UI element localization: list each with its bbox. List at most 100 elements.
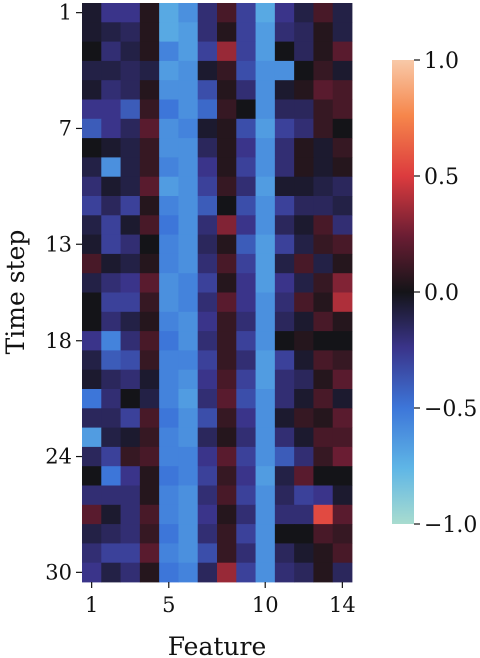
- heatmap-cell: [236, 427, 256, 448]
- heatmap-cell: [332, 311, 353, 332]
- heatmap-cell: [236, 350, 256, 371]
- heatmap-cell: [332, 331, 353, 351]
- heatmap-cell: [178, 176, 199, 197]
- heatmap-cell: [139, 138, 160, 158]
- heatmap-cell: [197, 350, 218, 371]
- y-tick-label: 24: [45, 445, 72, 469]
- heatmap-cell: [294, 234, 314, 255]
- heatmap-cell: [82, 427, 102, 448]
- heatmap-cell: [313, 60, 334, 81]
- heatmap-cell: [120, 350, 141, 371]
- heatmap-cell: [197, 273, 218, 293]
- heatmap-cell: [120, 118, 141, 139]
- x-tick-label: 5: [162, 593, 175, 617]
- heatmap-cell: [313, 3, 334, 23]
- colorbar-tick-label: 0.5: [424, 165, 459, 190]
- heatmap-cell: [139, 408, 160, 428]
- heatmap-cell: [313, 196, 334, 216]
- heatmap-cell: [159, 41, 179, 62]
- heatmap-cell: [159, 389, 179, 409]
- heatmap-cell: [159, 524, 179, 544]
- heatmap-cell: [159, 118, 179, 139]
- heatmap-cell: [332, 157, 353, 178]
- heatmap-cell: [236, 543, 256, 564]
- heatmap-cell: [120, 138, 141, 158]
- heatmap-cell: [178, 60, 199, 81]
- heatmap-cell: [82, 446, 102, 467]
- heatmap-cell: [255, 466, 276, 486]
- heatmap-cell: [294, 369, 314, 390]
- heatmap-cell: [159, 157, 179, 178]
- heatmap-cell: [159, 292, 179, 313]
- heatmap-cell: [101, 504, 121, 525]
- heatmap-cell: [255, 273, 276, 293]
- heatmap-cell: [313, 22, 334, 42]
- heatmap-cell: [120, 311, 141, 332]
- heatmap-cell: [274, 408, 295, 428]
- heatmap-cell: [101, 157, 121, 178]
- heatmap-cell: [139, 543, 160, 564]
- heatmap-cell: [178, 466, 199, 486]
- heatmap-cell: [274, 331, 295, 351]
- heatmap-cell: [294, 215, 314, 235]
- heatmap-cell: [294, 446, 314, 467]
- heatmap-cell: [255, 196, 276, 216]
- heatmap-cell: [120, 41, 141, 62]
- heatmap-cell: [255, 504, 276, 525]
- heatmap-cell: [197, 157, 218, 178]
- heatmap-cell: [101, 196, 121, 216]
- heatmap-cell: [120, 562, 141, 583]
- heatmap-cell: [120, 3, 141, 23]
- heatmap-cell: [332, 138, 353, 158]
- heatmap-cell: [332, 389, 353, 409]
- heatmap-cell: [197, 369, 218, 390]
- heatmap-cell: [82, 466, 102, 486]
- heatmap-cell: [82, 215, 102, 235]
- heatmap-cell: [159, 22, 179, 42]
- heatmap-cell: [120, 369, 141, 390]
- heatmap-cell: [82, 311, 102, 332]
- heatmap-cell: [197, 543, 218, 564]
- heatmap-cell: [274, 3, 295, 23]
- heatmap-cell: [274, 41, 295, 62]
- y-tick-label: 7: [59, 116, 72, 140]
- heatmap-cell: [294, 350, 314, 371]
- heatmap-cell: [255, 485, 276, 506]
- heatmap-cell: [294, 176, 314, 197]
- heatmap-cell: [313, 99, 334, 120]
- heatmap-cell: [217, 543, 237, 564]
- heatmap-cell: [294, 466, 314, 486]
- heatmap-cell: [274, 524, 295, 544]
- heatmap-cell: [236, 22, 256, 42]
- heatmap-cell: [178, 350, 199, 371]
- heatmap-cell: [294, 543, 314, 564]
- heatmap-cell: [139, 234, 160, 255]
- heatmap-cell: [82, 562, 102, 583]
- heatmap-cell: [236, 311, 256, 332]
- heatmap-cell: [274, 253, 295, 274]
- heatmap-cell: [332, 292, 353, 313]
- heatmap-cell: [217, 369, 237, 390]
- heatmap-cell: [139, 22, 160, 42]
- heatmap-cell: [255, 292, 276, 313]
- heatmap-cell: [197, 118, 218, 139]
- heatmap-cell: [139, 562, 160, 583]
- heatmap-cell: [294, 22, 314, 42]
- heatmap-cell: [139, 196, 160, 216]
- heatmap-cell: [159, 485, 179, 506]
- heatmap-cell: [101, 253, 121, 274]
- heatmap-cell: [101, 41, 121, 62]
- heatmap-cell: [313, 543, 334, 564]
- heatmap-cell: [255, 3, 276, 23]
- heatmap-cell: [197, 138, 218, 158]
- heatmap-cell: [178, 234, 199, 255]
- heatmap-cell: [313, 138, 334, 158]
- heatmap-cell: [294, 118, 314, 139]
- heatmap-cell: [274, 504, 295, 525]
- heatmap-cell: [101, 427, 121, 448]
- heatmap-cell: [332, 485, 353, 506]
- heatmap-cell: [120, 176, 141, 197]
- heatmap-cell: [236, 389, 256, 409]
- heatmap-cell: [139, 176, 160, 197]
- heatmap-cells: [82, 3, 353, 583]
